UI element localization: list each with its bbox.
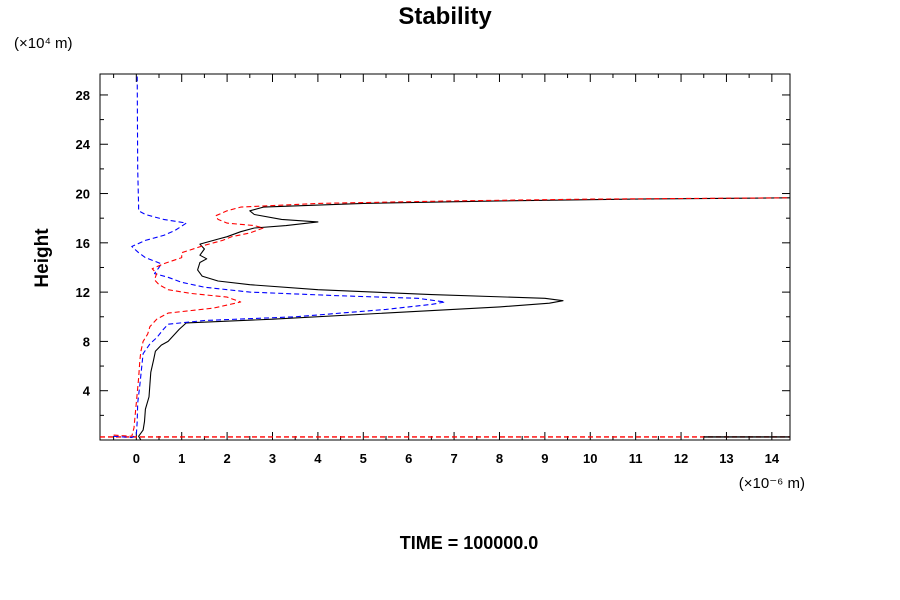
series-line-2 bbox=[113, 74, 446, 439]
y-tick-label: 4 bbox=[83, 384, 91, 399]
x-tick-label: 7 bbox=[450, 451, 457, 466]
y-tick-label: 8 bbox=[83, 334, 90, 349]
x-tick-label: 1 bbox=[178, 451, 185, 466]
x-tick-label: 13 bbox=[719, 451, 733, 466]
y-tick-label: 28 bbox=[76, 88, 90, 103]
series-line-3 bbox=[113, 197, 790, 437]
y-tick-label: 12 bbox=[76, 285, 90, 300]
x-tick-label: 4 bbox=[314, 451, 322, 466]
y-axis-label: Height bbox=[32, 228, 53, 288]
x-tick-label: 14 bbox=[765, 451, 780, 466]
y-tick-label: 24 bbox=[76, 137, 91, 152]
x-tick-label: 9 bbox=[541, 451, 548, 466]
y-tick-label: 20 bbox=[76, 187, 90, 202]
plot-frame bbox=[99, 73, 791, 441]
x-tick-label: 0 bbox=[133, 451, 140, 466]
x-tick-label: 3 bbox=[269, 451, 276, 466]
y-axis-unit: (×10⁴ m) bbox=[14, 35, 73, 52]
x-tick-label: 8 bbox=[496, 451, 503, 466]
series-line-1 bbox=[138, 197, 790, 440]
x-tick-label: 10 bbox=[583, 451, 597, 466]
x-axis-unit: (×10⁻⁶ m) bbox=[739, 475, 805, 492]
y-tick-label: 16 bbox=[76, 236, 90, 251]
x-tick-label: 12 bbox=[674, 451, 688, 466]
x-tick-label: 5 bbox=[360, 451, 367, 466]
series-group bbox=[100, 74, 790, 440]
axis-ticks bbox=[100, 74, 790, 440]
chart-title: Stability bbox=[398, 3, 492, 30]
x-tick-label: 2 bbox=[223, 451, 230, 466]
x-tick-label: 11 bbox=[629, 451, 643, 466]
time-label: TIME = 100000.0 bbox=[400, 533, 539, 553]
x-tick-label: 6 bbox=[405, 451, 412, 466]
